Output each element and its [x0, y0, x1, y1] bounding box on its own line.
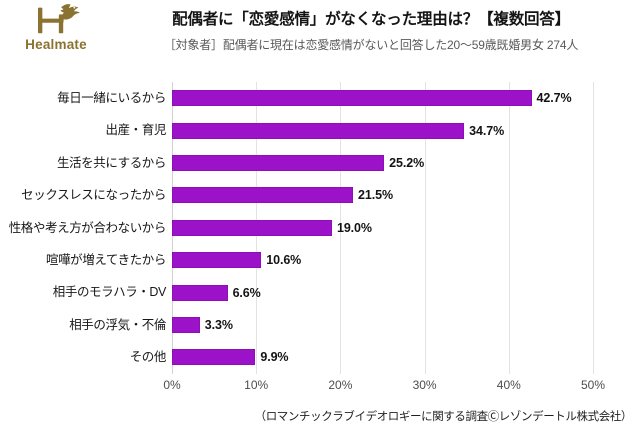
chart-header: Healmate 配偶者に「恋愛感情」がなくなった理由は？【複数回答】 ［対象者…	[0, 0, 640, 62]
bird-h-monogram-icon	[38, 4, 80, 34]
bar	[172, 316, 200, 333]
bar	[172, 90, 532, 107]
x-tick-label: 40%	[496, 378, 521, 392]
bar-group: 34.7%	[172, 114, 504, 146]
bar	[172, 252, 262, 269]
bar-value-label: 9.9%	[260, 350, 289, 365]
brand-logo: Healmate	[6, 2, 106, 60]
bar	[172, 349, 256, 366]
bar-group: 19.0%	[172, 212, 372, 244]
bar-row: 生活を共にするから 25.2%	[0, 147, 640, 179]
bar-group: 9.9%	[172, 341, 289, 373]
gridline-30%	[424, 82, 426, 374]
bar	[172, 284, 228, 301]
category-label: その他	[129, 350, 167, 365]
bar-row: 喧嘩が増えてきたから 10.6%	[0, 244, 640, 276]
bar-row: 性格や考え方が合わないから 19.0%	[0, 212, 640, 244]
bar-value-label: 25.2%	[389, 155, 425, 170]
gridline-50%	[593, 82, 594, 374]
x-tick-label: 30%	[412, 378, 437, 392]
bar-value-label: 19.0%	[336, 220, 372, 235]
bar-row: 毎日一緒にいるから 42.7%	[0, 82, 640, 114]
bar-group: 6.6%	[172, 276, 261, 308]
bar	[172, 219, 332, 236]
bar-value-label: 34.7%	[469, 123, 505, 138]
bar-group: 10.6%	[172, 244, 301, 276]
bar-group: 42.7%	[172, 82, 572, 114]
x-tick-label: 10%	[244, 378, 269, 392]
bar-rows: 毎日一緒にいるから 42.7% 出産・育児 34.7% 生活を共にするから 25.2% セッ…	[0, 82, 640, 374]
bar	[172, 122, 465, 139]
bar-row: セックスレスになったから 21.5%	[0, 179, 640, 211]
x-tick-label: 20%	[328, 378, 353, 392]
chart-title: 配偶者に「恋愛感情」がなくなった理由は？【複数回答】	[172, 11, 570, 28]
gridline-40%	[508, 82, 510, 374]
gridline-20%	[340, 82, 342, 374]
x-tick-label: 50%	[580, 378, 606, 392]
x-axis: 0% 10% 20% 30% 40% 50%	[163, 374, 605, 398]
bar-row: 相手の浮気・不倫 3.3%	[0, 309, 640, 341]
bar-group: 3.3%	[172, 309, 233, 341]
bar-value-label: 6.6%	[232, 285, 261, 300]
bar-value-label: 3.3%	[204, 317, 233, 332]
bar-group: 25.2%	[172, 147, 424, 179]
category-label: 出産・育児	[105, 123, 166, 138]
chart-subtitle: ［対象者］配偶者に現在は恋愛感情がないと回答した20〜59歳既婚男女 274人	[163, 38, 579, 52]
source-note: （ロマンチックラブイデオロギーに関する調査Ⓒレゾンデートル株式会社）	[254, 411, 633, 423]
category-label: 相手の浮気・不倫	[69, 317, 166, 332]
brand-name: Healmate	[25, 37, 87, 52]
chart-plot-area: 毎日一緒にいるから 42.7% 出産・育児 34.7% 生活を共にするから 25.2% セッ…	[0, 74, 640, 396]
bar-row: その他 9.9%	[0, 341, 640, 373]
x-tick-label: 0%	[163, 378, 181, 392]
bar-value-label: 10.6%	[266, 253, 302, 268]
category-label: 毎日一緒にいるから	[57, 91, 166, 105]
category-label: 相手のモラハラ・DV	[52, 285, 167, 300]
bar	[172, 187, 354, 204]
title-block: 配偶者に「恋愛感情」がなくなった理由は？【複数回答】 ［対象者］配偶者に現在は恋…	[104, 0, 638, 53]
category-label: 性格や考え方が合わないから	[8, 220, 167, 235]
bar	[172, 154, 385, 171]
bar-value-label: 21.5%	[358, 188, 393, 203]
bar-group: 21.5%	[172, 179, 393, 211]
bar-row: 出産・育児 34.7%	[0, 114, 640, 146]
category-label: 生活を共にするから	[56, 155, 166, 170]
category-label: 喧嘩が増えてきたから	[45, 252, 166, 267]
bar-value-label: 42.7%	[536, 91, 572, 106]
bar-row: 相手のモラハラ・DV 6.6%	[0, 276, 640, 308]
category-label: セックスレスになったから	[21, 188, 166, 203]
